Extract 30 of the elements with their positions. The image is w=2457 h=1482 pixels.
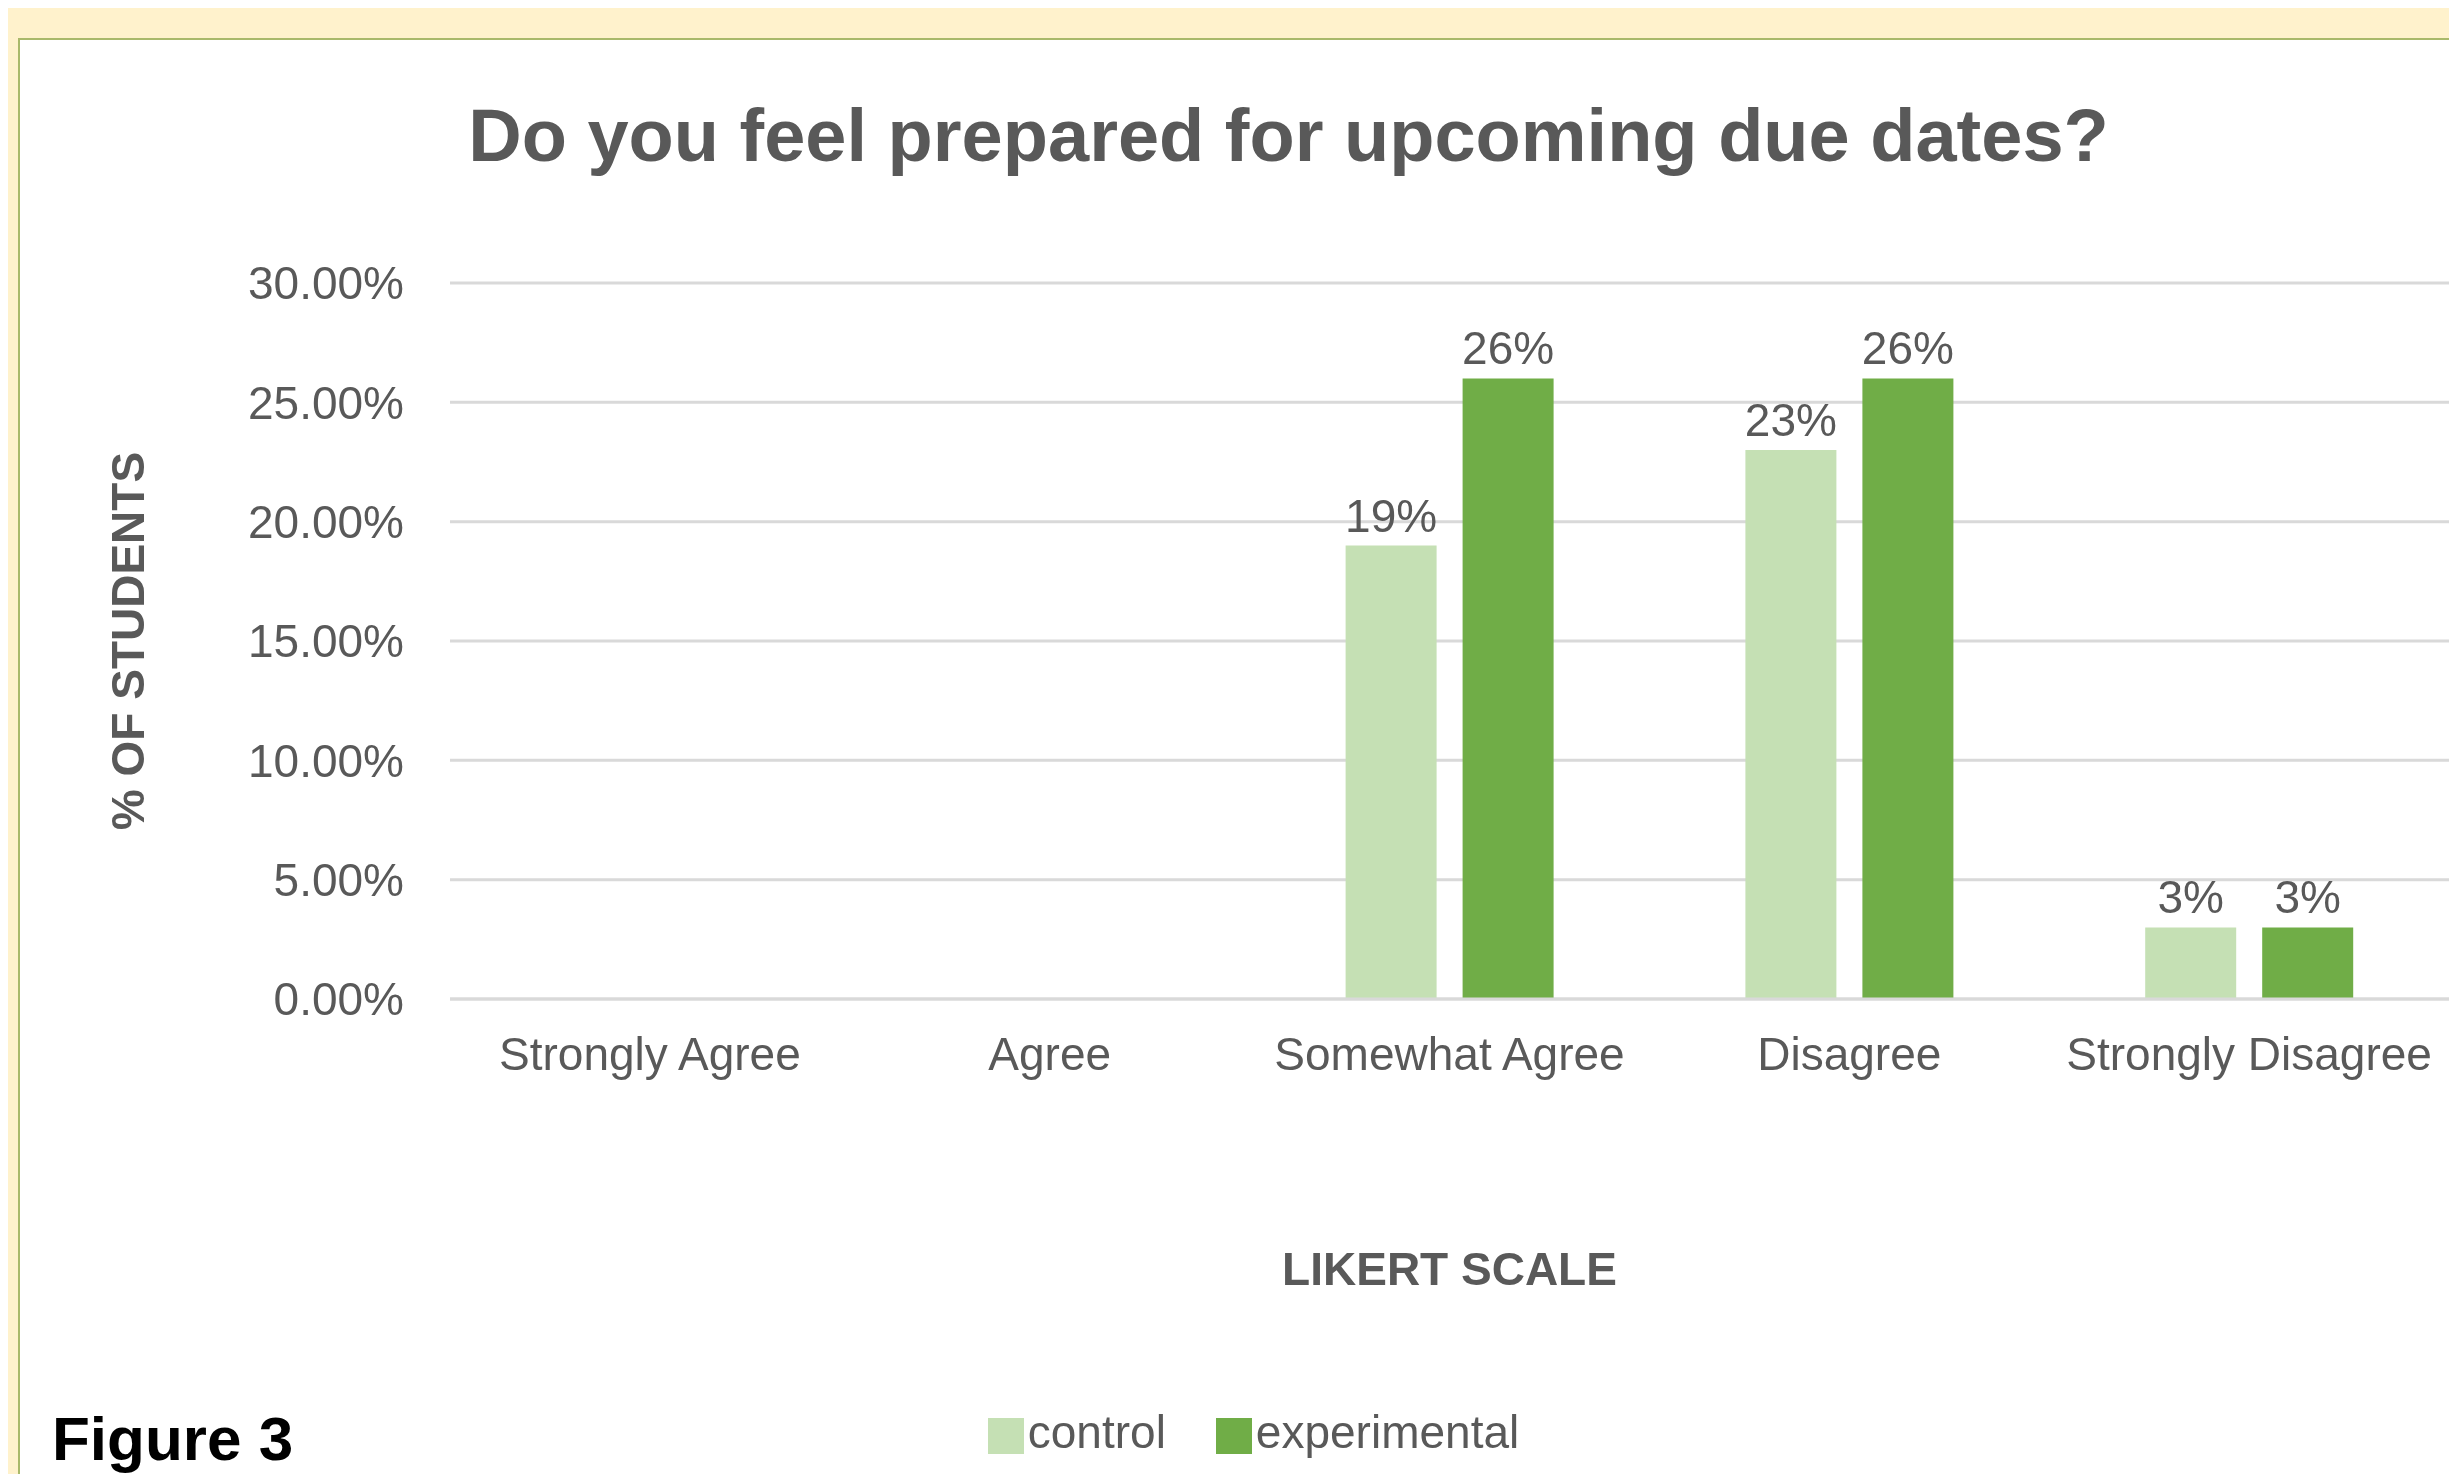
y-tick-label: 25.00% xyxy=(247,376,404,429)
y-tick-label: 10.00% xyxy=(247,734,404,787)
x-tick-label: Agree xyxy=(988,1027,1112,1080)
x-tick-label: Somewhat Agree xyxy=(1274,1027,1625,1080)
chart-title: Do you feel prepared for upcoming due dates? xyxy=(467,93,2110,178)
y-tick-label: 20.00% xyxy=(247,496,404,548)
legend-label: control xyxy=(1027,1406,1166,1458)
bar xyxy=(1862,378,1954,999)
x-axis-title: LIKERT SCALE xyxy=(1282,1243,1617,1295)
data-label: 3% xyxy=(2274,871,2341,924)
y-tick-label: 0.00% xyxy=(273,973,404,1026)
x-tick-label: Strongly Disagree xyxy=(2066,1027,2432,1080)
y-axis-title: % OF STUDENTS xyxy=(102,451,155,831)
y-tick-label: 5.00% xyxy=(273,854,404,906)
bar xyxy=(2145,927,2237,999)
data-label: 23% xyxy=(1744,394,1837,447)
bar xyxy=(1462,378,1554,999)
y-tick-label: 30.00% xyxy=(247,257,404,310)
y-tick-label: 15.00% xyxy=(247,615,404,668)
caption: Figure 3 xyxy=(52,1403,294,1474)
data-label: 19% xyxy=(1345,489,1438,542)
bar xyxy=(1745,450,1837,999)
bar xyxy=(2262,927,2354,999)
data-label: 26% xyxy=(1861,322,1954,375)
data-label: 3% xyxy=(2157,871,2224,924)
legend-label: experimental xyxy=(1255,1406,1520,1458)
x-tick-label: Strongly Agree xyxy=(499,1027,801,1080)
data-label: 26% xyxy=(1462,322,1555,375)
x-tick-label: Disagree xyxy=(1757,1027,1942,1080)
bar xyxy=(1345,545,1437,999)
